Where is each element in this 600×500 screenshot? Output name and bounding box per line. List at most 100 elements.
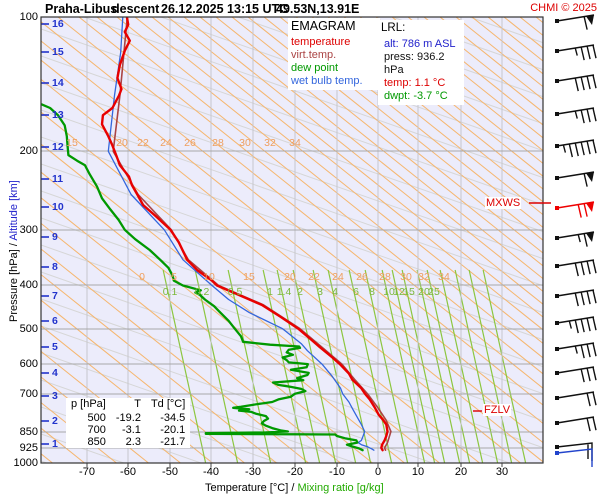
temperature-tick-label: -50 xyxy=(162,466,178,478)
legend-item: wet bulb temp. xyxy=(291,75,363,87)
adiabat-label: 32 xyxy=(418,271,430,283)
wind-barb xyxy=(555,448,593,467)
wind-barb xyxy=(555,201,595,218)
wind-barb xyxy=(555,289,597,307)
table-row: 700 -3.1 -20.1 xyxy=(66,424,190,436)
temperature-tick-label: -30 xyxy=(245,466,261,478)
adiabat-label: 24 xyxy=(160,137,172,149)
altitude-tick-label: 3 xyxy=(52,390,58,402)
altitude-tick-label: 2 xyxy=(52,415,58,427)
wind-barb xyxy=(555,107,597,124)
adiabat-label: 0 xyxy=(139,271,145,283)
adiabat-label: 22 xyxy=(137,137,149,149)
x-axis-label: Temperature [°C] / Mixing ratio [g/kg] xyxy=(205,482,384,494)
mixing-ratio-label: 1.4 xyxy=(276,286,292,298)
mixing-ratio-label: 3 xyxy=(317,286,323,298)
adiabat-label: 24 xyxy=(332,271,344,283)
station-coords: 49.53N,13.91E xyxy=(276,2,360,16)
station-name: Praha-Libus xyxy=(45,2,118,16)
table-cell: -3.1 xyxy=(121,424,141,436)
lrl-line: dwpt: -3.7 °C xyxy=(384,90,448,102)
table-cell: -21.7 xyxy=(160,436,186,448)
table-cell: 2.3 xyxy=(125,436,141,448)
mixing-ratio-label: 0.2 xyxy=(194,286,210,298)
legend-item: temperature xyxy=(291,36,351,48)
x-axis-label-temperature: Temperature [°C] xyxy=(205,482,289,494)
legend-item: virt.temp. xyxy=(291,49,337,61)
mixing-ratio-label: 20 xyxy=(418,286,430,298)
adiabat-label: 26 xyxy=(184,137,196,149)
altitude-tick-label: 13 xyxy=(52,109,64,121)
temperature-tick-label: -20 xyxy=(287,466,303,478)
mixing-ratio-label: 2 xyxy=(297,286,303,298)
adiabat-label: 32 xyxy=(264,137,276,149)
temperature-tick-label: 10 xyxy=(411,466,425,478)
pressure-tick-label: 100 xyxy=(19,11,38,23)
wind-barb xyxy=(555,44,597,61)
sounding-mode: descent xyxy=(112,2,160,16)
table-cell: -34.5 xyxy=(160,412,186,424)
adiabat-label: 30 xyxy=(400,271,412,283)
temperature-tick-label: 20 xyxy=(454,466,468,478)
adiabat-label: 26 xyxy=(356,271,368,283)
altitude-tick-label: 10 xyxy=(52,201,64,213)
altitude-tick-label: 7 xyxy=(52,290,58,302)
mixing-ratio-label: 0.5 xyxy=(227,286,243,298)
adiabat-label: 28 xyxy=(379,271,391,283)
wind-barb xyxy=(555,139,597,158)
adiabat-label: 22 xyxy=(308,271,320,283)
table-row: 500 -19.2 -34.5 xyxy=(66,412,190,424)
y-axis-label-altitude: Altitude [km] xyxy=(8,180,20,241)
temperature-tick-label: -60 xyxy=(120,466,136,478)
lrl-title: LRL: xyxy=(381,22,406,34)
lrl-box: LRL: alt: 786 m ASL press: 936.2 hPa temp:… xyxy=(378,20,464,105)
sounding-datetime: 26.12.2025 13:15 UTC xyxy=(161,2,289,16)
mixing-ratio-label: 1 xyxy=(267,286,273,298)
wind-barb xyxy=(555,366,597,383)
wind-barb xyxy=(555,259,597,277)
altitude-tick-label: 11 xyxy=(52,173,64,185)
table-row: 850 2.3 -21.7 xyxy=(66,436,190,448)
legend-box: EMAGRAM temperature virt.temp. dew point we… xyxy=(288,18,380,90)
mixing-ratio-label: 4 xyxy=(332,286,338,298)
temperature-tick-label: -40 xyxy=(203,466,219,478)
table-cell: 500 xyxy=(87,412,106,424)
legend-title: EMAGRAM xyxy=(291,19,356,33)
pressure-tick-label: 500 xyxy=(19,323,38,335)
table-cell: -20.1 xyxy=(160,424,186,436)
temperature-tick-label: 0 xyxy=(374,466,382,478)
level-table-box: p [hPa] T Td [°C] 500 -19.2 -34.5 700 -3.1 -20.1… xyxy=(66,398,191,448)
adiabat-label: 15 xyxy=(243,271,255,283)
table-cell: 850 xyxy=(87,436,106,448)
wind-barb xyxy=(555,14,595,30)
x-axis-label-mixing-ratio: Mixing ratio [g/kg] xyxy=(297,482,384,494)
adiabat-label: 10 xyxy=(203,271,215,283)
pressure-tick-label: 600 xyxy=(19,358,38,370)
lrl-line: temp: 1.1 °C xyxy=(384,77,446,89)
mxws-marker-label: MXWS xyxy=(485,197,522,209)
fzlv-marker-label: FZLV xyxy=(483,404,512,416)
wind-barb xyxy=(555,342,597,359)
mixing-ratio-label: 25 xyxy=(428,286,440,298)
mixing-ratio-label: 6 xyxy=(353,286,359,298)
wind-barb xyxy=(555,171,595,187)
pressure-tick-label: 1000 xyxy=(13,457,38,469)
altitude-tick-label: 4 xyxy=(52,367,58,379)
legend-items: temperature virt.temp. dew point wet bulb t… xyxy=(291,36,377,88)
lrl-line: press: 936.2 hPa xyxy=(384,51,445,76)
adiabat-label: 34 xyxy=(438,271,450,283)
lrl-items: alt: 786 m ASL press: 936.2 hPa temp: 1.1 … xyxy=(381,38,461,103)
altitude-tick-label: 5 xyxy=(52,341,58,353)
mixing-ratio-label: 12 xyxy=(393,286,405,298)
altitude-tick-label: 12 xyxy=(52,141,64,153)
temperature-tick-label: 30 xyxy=(495,466,509,478)
y-axis-label: Pressure [hPa] / Altitude [km] xyxy=(8,180,20,322)
adiabat-label: 30 xyxy=(239,137,251,149)
lrl-line: alt: 786 m ASL xyxy=(384,38,456,50)
adiabat-label: 28 xyxy=(212,137,224,149)
table-cell: 700 xyxy=(87,424,106,436)
chmi-copyright: CHMI © 2025 xyxy=(530,2,597,14)
wind-barb xyxy=(555,231,595,247)
altitude-tick-label: 15 xyxy=(52,46,64,58)
